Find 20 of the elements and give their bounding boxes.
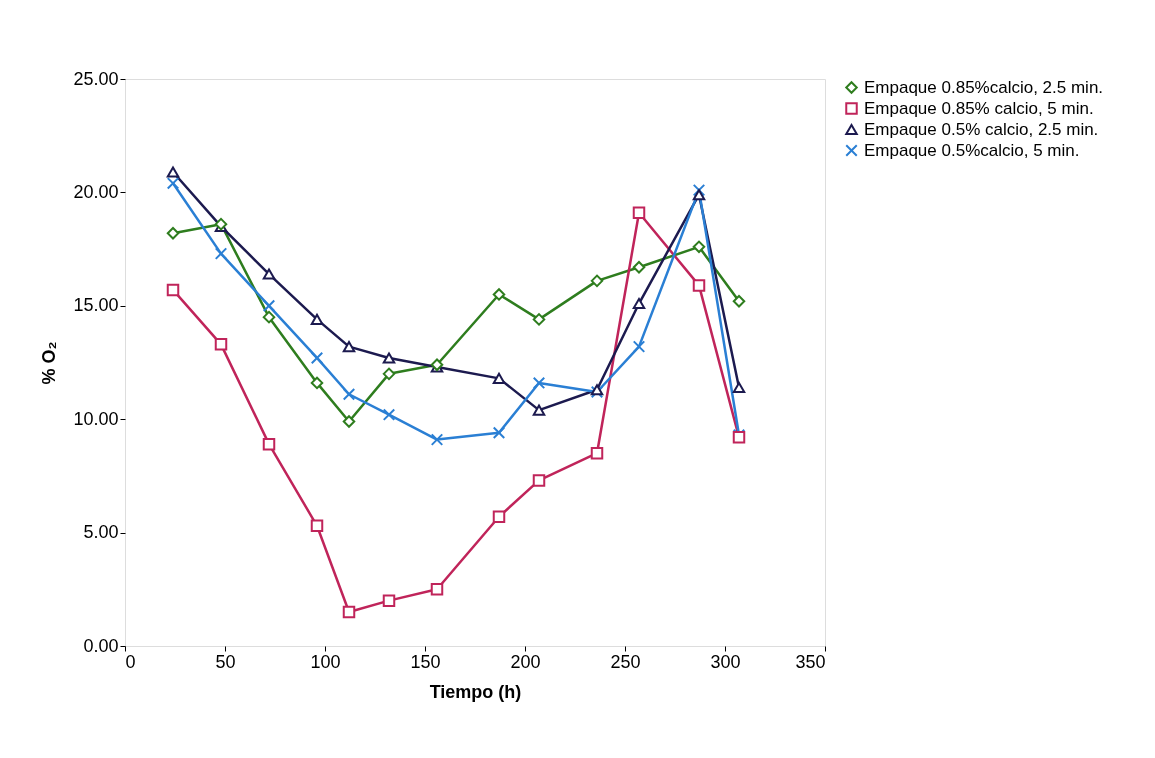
legend-label: Empaque 0.5% calcio, 2.5 min. <box>864 119 1099 139</box>
x-tick-label: 250 <box>610 651 641 672</box>
x-tick-label: 350 <box>795 651 826 672</box>
x-tick-label: 300 <box>710 651 741 672</box>
legend-label: Empaque 0.5%calcio, 5 min. <box>864 140 1080 160</box>
x-tick-label: 100 <box>310 651 341 672</box>
y-tick-label: 0.00 <box>83 635 119 656</box>
y-tick-label: 25.00 <box>73 68 119 89</box>
y-axis-title: % O₂ <box>39 341 60 385</box>
y-tick-label: 5.00 <box>83 522 119 543</box>
y-tick-label: 15.00 <box>73 295 119 316</box>
legend-label: Empaque 0.85%calcio, 2.5 min. <box>864 77 1104 97</box>
y-tick-label: 20.00 <box>73 181 119 202</box>
x-tick-label: 150 <box>410 651 441 672</box>
x-tick-label: 0 <box>125 651 136 672</box>
x-tick-label: 200 <box>510 651 541 672</box>
x-tick-label: 50 <box>215 651 236 672</box>
x-axis-title: Tiempo (h) <box>429 681 522 702</box>
legend-label: Empaque 0.85% calcio, 5 min. <box>864 98 1094 118</box>
y-tick-label: 10.00 <box>73 408 119 429</box>
